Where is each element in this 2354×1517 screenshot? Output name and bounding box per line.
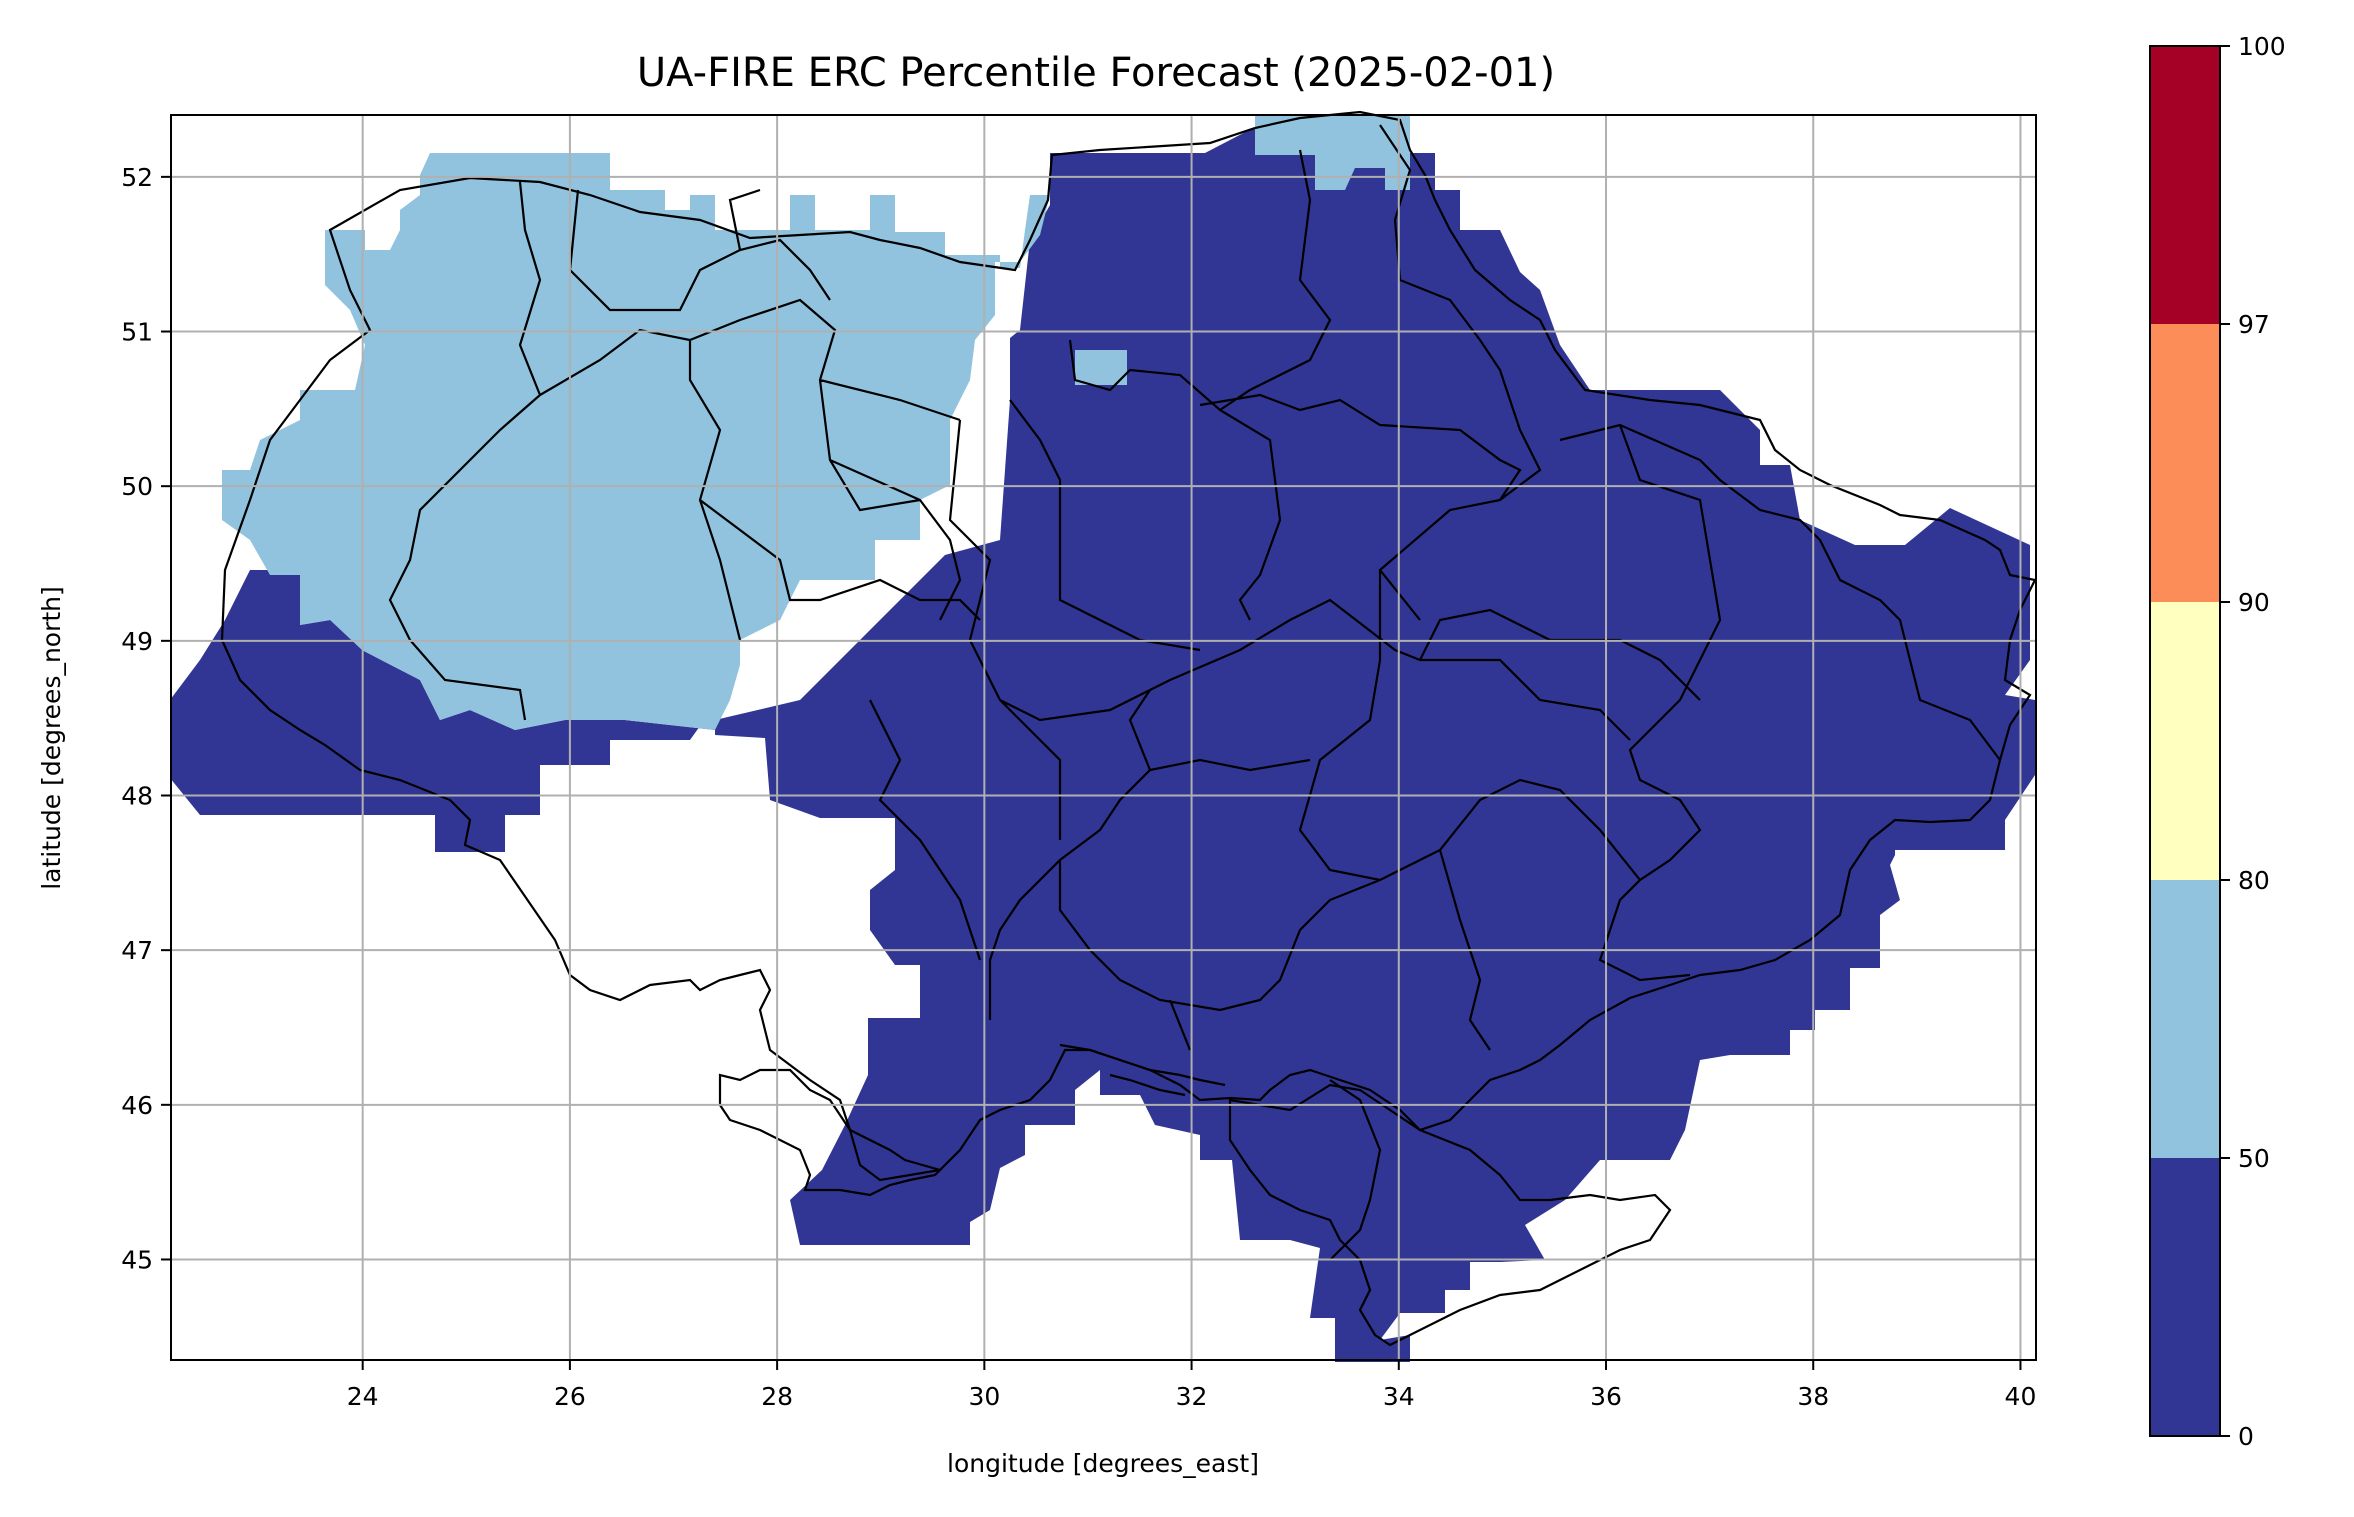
heatmap-cells-below-50 bbox=[170, 115, 2035, 1362]
colorbar-tick-label: 50 bbox=[2238, 1144, 2270, 1173]
x-axis-ticks: 24 26 28 30 32 34 36 38 40 bbox=[347, 1360, 2037, 1411]
x-tick-label: 28 bbox=[761, 1382, 793, 1411]
x-tick-label: 36 bbox=[1590, 1382, 1622, 1411]
x-tick-label: 26 bbox=[554, 1382, 586, 1411]
colorbar-segment bbox=[2150, 324, 2220, 602]
y-axis-ticks: 45 46 47 48 49 50 51 52 bbox=[121, 163, 171, 1274]
gridlines bbox=[171, 115, 2036, 1360]
oblast-borders bbox=[388, 124, 2001, 1261]
y-tick-label: 48 bbox=[121, 781, 153, 810]
admin-borders bbox=[220, 110, 2037, 1347]
colorbar-segment bbox=[2150, 880, 2220, 1158]
x-tick-label: 40 bbox=[2005, 1382, 2037, 1411]
x-tick-label: 30 bbox=[968, 1382, 1000, 1411]
country-border bbox=[220, 110, 2037, 1182]
y-tick-label: 52 bbox=[121, 163, 153, 192]
colorbar-tick-label: 0 bbox=[2238, 1422, 2254, 1451]
x-axis-label: longitude [degrees_east] bbox=[947, 1449, 1259, 1478]
heatmap-cells-50-to-80 bbox=[222, 153, 1050, 730]
colorbar-tick-label: 80 bbox=[2238, 866, 2270, 895]
heatmap-cells-50-to-80-north bbox=[1255, 115, 1410, 190]
x-tick-label: 34 bbox=[1383, 1382, 1415, 1411]
y-tick-label: 46 bbox=[121, 1091, 153, 1120]
axes-frame bbox=[170, 114, 2037, 1361]
y-tick-label: 50 bbox=[121, 472, 153, 501]
colorbar-frame bbox=[2149, 45, 2221, 1437]
map-plot-area bbox=[170, 110, 2037, 1362]
x-tick-label: 38 bbox=[1797, 1382, 1829, 1411]
chart-title: UA-FIRE ERC Percentile Forecast (2025-02… bbox=[637, 50, 1555, 96]
colorbar-segment bbox=[2150, 46, 2220, 324]
y-tick-label: 51 bbox=[121, 318, 153, 347]
colorbar-tick-label: 90 bbox=[2238, 588, 2270, 617]
heatmap-cells-50-to-80-small bbox=[1075, 350, 1127, 385]
y-tick-label: 47 bbox=[121, 936, 153, 965]
colorbar-segment bbox=[2150, 1158, 2220, 1436]
kinburn-spit bbox=[1059, 1043, 1226, 1097]
x-tick-label: 32 bbox=[1176, 1382, 1208, 1411]
y-axis-label: latitude [degrees_north] bbox=[37, 586, 66, 890]
colorbar-segment bbox=[2150, 602, 2220, 880]
y-tick-label: 45 bbox=[121, 1245, 153, 1274]
y-tick-label: 49 bbox=[121, 627, 153, 656]
colorbar: 0 50 80 90 97 100 bbox=[2149, 32, 2286, 1451]
colorbar-tick-label: 100 bbox=[2238, 32, 2286, 61]
x-tick-label: 24 bbox=[347, 1382, 379, 1411]
colorbar-tick-label: 97 bbox=[2238, 310, 2270, 339]
